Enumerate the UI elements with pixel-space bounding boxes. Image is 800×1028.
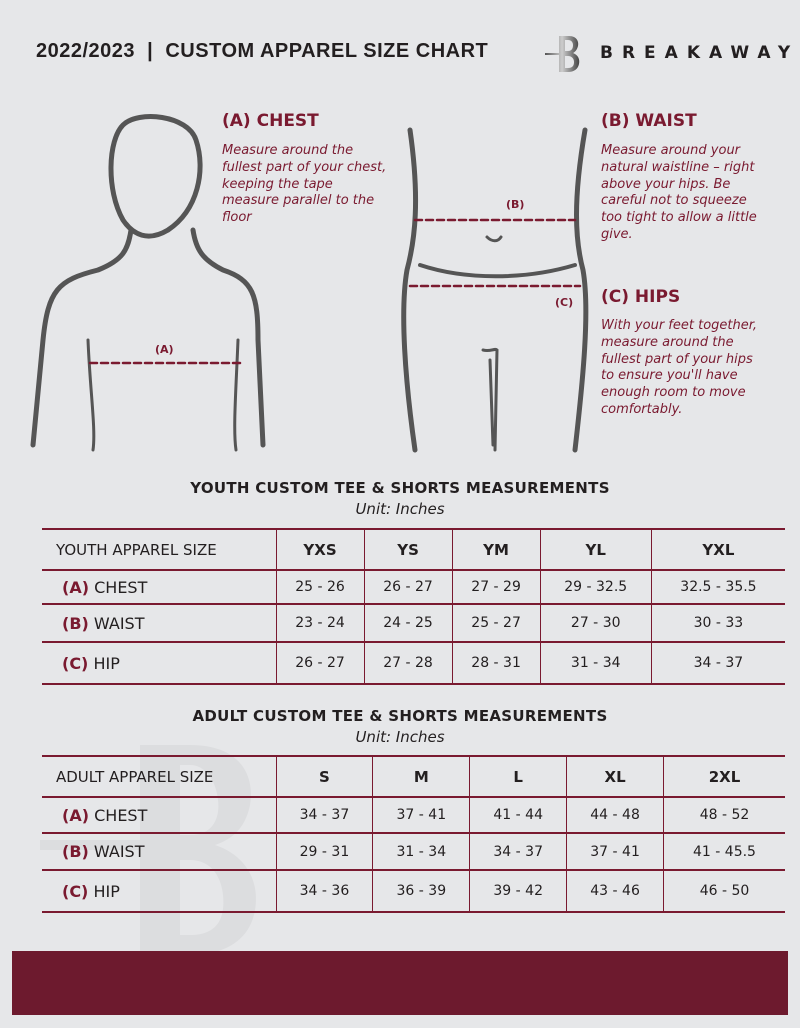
table-cell: 25 - 27 bbox=[451, 603, 541, 643]
adult-size-table: ADULT APPAREL SIZE S M L XL 2XL (A) CHEST 34 - … bbox=[42, 755, 785, 913]
youth-unit: Unit: Inches bbox=[355, 500, 445, 518]
size-header: YM bbox=[451, 528, 541, 571]
brand-name: BREAKAWAY bbox=[600, 43, 800, 63]
table-cell: 29 - 32.5 bbox=[539, 569, 652, 605]
table-header-row: YOUTH APPAREL SIZE YXS YS YM YL YXL bbox=[42, 528, 785, 571]
table-cell: 26 - 27 bbox=[363, 569, 453, 605]
table-cell: 26 - 27 bbox=[275, 641, 365, 685]
adult-table-title: ADULT CUSTOM TEE & SHORTS MEASUREMENTS bbox=[192, 707, 608, 725]
table-cell: 28 - 31 bbox=[451, 641, 541, 685]
waist-heading: (B) WAIST bbox=[601, 111, 697, 131]
table-cell: 30 - 33 bbox=[650, 603, 785, 643]
table-row: (B) WAIST 23 - 24 24 - 25 25 - 27 27 - 30 30 … bbox=[42, 603, 785, 643]
footer-band bbox=[12, 951, 788, 1015]
chest-heading: (A) CHEST bbox=[222, 111, 319, 131]
page-title: 2022/2023 | CUSTOM APPAREL SIZE CHART bbox=[36, 40, 489, 62]
size-header: XL bbox=[566, 755, 664, 798]
table-row: (C) HIP 34 - 36 36 - 39 39 - 42 43 - 46 46 - … bbox=[42, 869, 785, 913]
size-label: YOUTH APPAREL SIZE bbox=[42, 528, 276, 571]
youth-table-title: YOUTH CUSTOM TEE & SHORTS MEASUREMENTS bbox=[190, 479, 610, 497]
measurement-label: (C) HIP bbox=[42, 641, 276, 685]
table-cell: 46 - 50 bbox=[663, 869, 785, 913]
measurement-label: (A) CHEST bbox=[42, 569, 276, 605]
table-row: (A) CHEST 25 - 26 26 - 27 27 - 29 29 - 32.5 3… bbox=[42, 569, 785, 605]
size-header: M bbox=[372, 755, 470, 798]
table-cell: 27 - 30 bbox=[539, 603, 652, 643]
waist-marker: (B) bbox=[506, 198, 525, 211]
table-cell: 48 - 52 bbox=[663, 796, 785, 834]
table-cell: 27 - 29 bbox=[451, 569, 541, 605]
size-header: YS bbox=[363, 528, 453, 571]
table-cell: 31 - 34 bbox=[539, 641, 652, 685]
table-cell: 36 - 39 bbox=[372, 869, 470, 913]
table-row: (B) WAIST 29 - 31 31 - 34 34 - 37 37 - 41 41 … bbox=[42, 832, 785, 871]
table-cell: 44 - 48 bbox=[566, 796, 664, 834]
table-cell: 23 - 24 bbox=[275, 603, 365, 643]
table-cell: 34 - 36 bbox=[275, 869, 373, 913]
size-label: ADULT APPAREL SIZE bbox=[42, 755, 276, 798]
size-header: 2XL bbox=[663, 755, 785, 798]
hips-heading: (C) HIPS bbox=[601, 287, 681, 307]
table-cell: 31 - 34 bbox=[372, 832, 470, 871]
table-cell: 25 - 26 bbox=[275, 569, 365, 605]
table-row: (C) HIP 26 - 27 27 - 28 28 - 31 31 - 34 34 - … bbox=[42, 641, 785, 685]
breakaway-logo-icon bbox=[545, 36, 580, 72]
table-cell: 34 - 37 bbox=[275, 796, 373, 834]
measurement-label: (B) WAIST bbox=[42, 603, 276, 643]
measurement-label: (A) CHEST bbox=[42, 796, 276, 834]
table-row: (A) CHEST 34 - 37 37 - 41 41 - 44 44 - 48 48 … bbox=[42, 796, 785, 834]
youth-size-table: YOUTH APPAREL SIZE YXS YS YM YL YXL (A) CHEST 2… bbox=[42, 528, 785, 685]
table-cell: 24 - 25 bbox=[363, 603, 453, 643]
table-header-row: ADULT APPAREL SIZE S M L XL 2XL bbox=[42, 755, 785, 798]
size-header: YXL bbox=[650, 528, 785, 571]
table-cell: 37 - 41 bbox=[566, 832, 664, 871]
size-header: YL bbox=[539, 528, 652, 571]
chest-description: Measure around the fullest part of your … bbox=[222, 143, 387, 226]
chest-marker: (A) bbox=[155, 343, 174, 356]
table-cell: 43 - 46 bbox=[566, 869, 664, 913]
measurement-label: (C) HIP bbox=[42, 869, 276, 913]
upper-body-figure bbox=[30, 114, 266, 452]
table-cell: 34 - 37 bbox=[650, 641, 785, 685]
table-cell: 39 - 42 bbox=[469, 869, 567, 913]
hips-marker: (C) bbox=[555, 296, 574, 309]
size-header: YXS bbox=[275, 528, 365, 571]
adult-unit: Unit: Inches bbox=[355, 728, 445, 746]
table-cell: 41 - 45.5 bbox=[663, 832, 785, 871]
table-cell: 34 - 37 bbox=[469, 832, 567, 871]
table-cell: 41 - 44 bbox=[469, 796, 567, 834]
size-header: S bbox=[275, 755, 373, 798]
size-header: L bbox=[469, 755, 567, 798]
waist-description: Measure around your natural waistline – … bbox=[601, 143, 757, 242]
measurement-label: (B) WAIST bbox=[42, 832, 276, 871]
table-cell: 37 - 41 bbox=[372, 796, 470, 834]
lower-body-figure bbox=[401, 127, 589, 453]
table-cell: 27 - 28 bbox=[363, 641, 453, 685]
table-cell: 29 - 31 bbox=[275, 832, 373, 871]
table-cell: 32.5 - 35.5 bbox=[650, 569, 785, 605]
hips-description: With your feet together, measure around … bbox=[601, 318, 758, 417]
